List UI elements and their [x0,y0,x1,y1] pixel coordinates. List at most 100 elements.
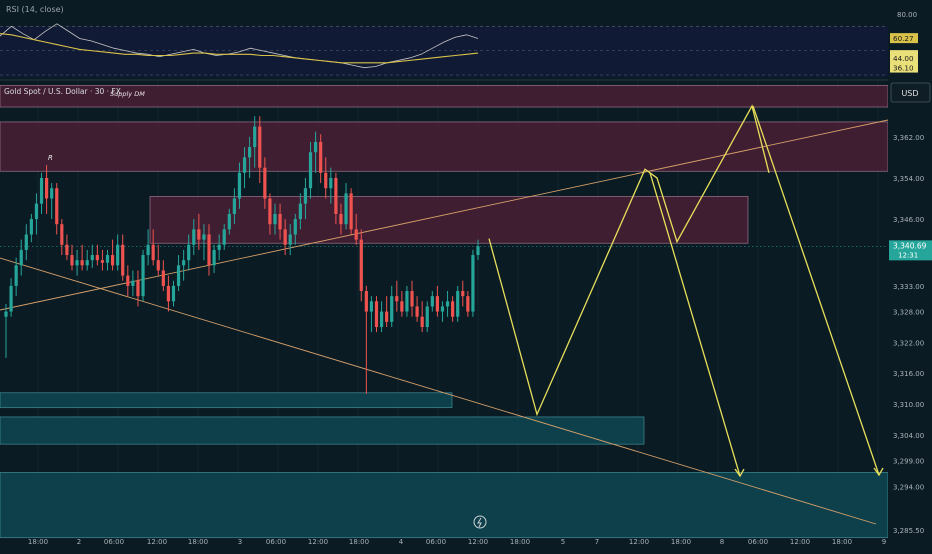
candle-body [212,249,216,266]
candle-body [278,213,282,230]
candle-body [4,311,8,317]
candle-body [14,265,18,286]
rsi-price-tag-label: 44.00 [893,54,914,63]
candle-body [80,260,84,266]
candle-body [192,229,196,245]
rsi-price-tag-label: 60.27 [893,34,914,43]
demand-zone [0,472,889,539]
price-tag [889,240,932,261]
rsi-price-tag [890,33,918,44]
projection-leg-left [649,172,741,477]
candle-body [344,193,348,225]
candle-body [202,234,206,240]
lightning-icon-circle [473,515,487,529]
candle-body [182,260,186,266]
lightning-icon[interactable] [473,515,487,529]
time-tick: 06:00 [104,538,124,546]
candle-body [263,167,267,199]
candle-body [70,255,74,266]
candle-body [400,301,404,312]
time-tick: 12:00 [308,538,328,546]
projection-zigzag [488,104,770,417]
candle-body [385,311,389,322]
price-tick: 3,346.00 [893,216,924,224]
candle-body [242,157,247,173]
candle-body [248,147,252,158]
candle-body [45,177,49,199]
candle-body [293,219,297,235]
candle-body [471,255,475,312]
time-tick: 18:00 [510,538,530,546]
candle-body [105,255,110,263]
candle-body [136,280,140,297]
candle-body [258,126,262,168]
candle-body [176,265,181,286]
candle-body [222,229,226,245]
price-tick: 3,285.50 [893,527,924,535]
candle-body [34,203,39,220]
candle-body [313,141,318,153]
candle-body [116,244,120,266]
rsi-band [0,26,888,77]
candle-body [273,213,277,225]
candle-body [334,177,338,214]
candle-body [329,177,333,189]
projection-leg-right [752,105,880,476]
candle-body [435,296,439,312]
price-tick: 3,322.00 [893,339,924,347]
candle-body [55,188,59,225]
time-axis: 18:00 2 06:00 12:00 18:00 3 06:00 12:00 18:00 4 06… [28,538,886,546]
candle-body [319,141,323,173]
candle-body [126,275,130,286]
time-tick: 06:00 [748,538,768,546]
candle-body [232,198,236,214]
time-tick: 4 [399,538,404,546]
time-tick: 06:00 [426,538,446,546]
candle-body [445,301,450,307]
time-tick: 06:00 [266,538,286,546]
rsi-tick: 80.00 [897,11,917,19]
currency-button-frame [890,82,931,103]
currency-label: USD [901,89,918,98]
rsi-price-tag [890,52,918,63]
time-tick: 18:00 [28,538,48,546]
candle-body [354,229,358,240]
candle-body [187,244,191,261]
candle-body [131,280,135,286]
time-tick: 12:00 [147,538,167,546]
candle-body [95,255,99,261]
candle-body [207,234,211,266]
candle-body [85,260,89,266]
candle-body [253,126,257,148]
candle-body [405,291,409,312]
candle-body [151,244,155,261]
candle-body [410,291,414,307]
candle-body [100,260,105,263]
candle-body [339,213,343,225]
candle-body [217,244,221,250]
falling-trendline [0,257,877,525]
candle-body [461,291,465,297]
candle-body [390,296,394,322]
currency-button[interactable]: USD [890,82,931,103]
candle-body [451,301,455,317]
candle-body [171,285,176,302]
time-tick: 12:00 [629,538,649,546]
candle-body [121,244,125,276]
candle-body [425,306,429,327]
price-tag-value: 3,340.69 [893,241,927,250]
price-tick: 3,294.00 [893,483,924,491]
candle-body [349,193,353,230]
rsi-panel: RSI (14, close) [0,5,888,77]
lightning-icon-bolt [477,517,482,528]
price-tick: 3,354.00 [893,175,924,183]
demand-zone [0,392,453,409]
candle-body [298,203,302,220]
projection-arrowhead [734,468,745,478]
candle-body [50,188,54,199]
candle-body [19,249,23,266]
time-tick: 18:00 [671,538,691,546]
candle-body [283,229,287,245]
